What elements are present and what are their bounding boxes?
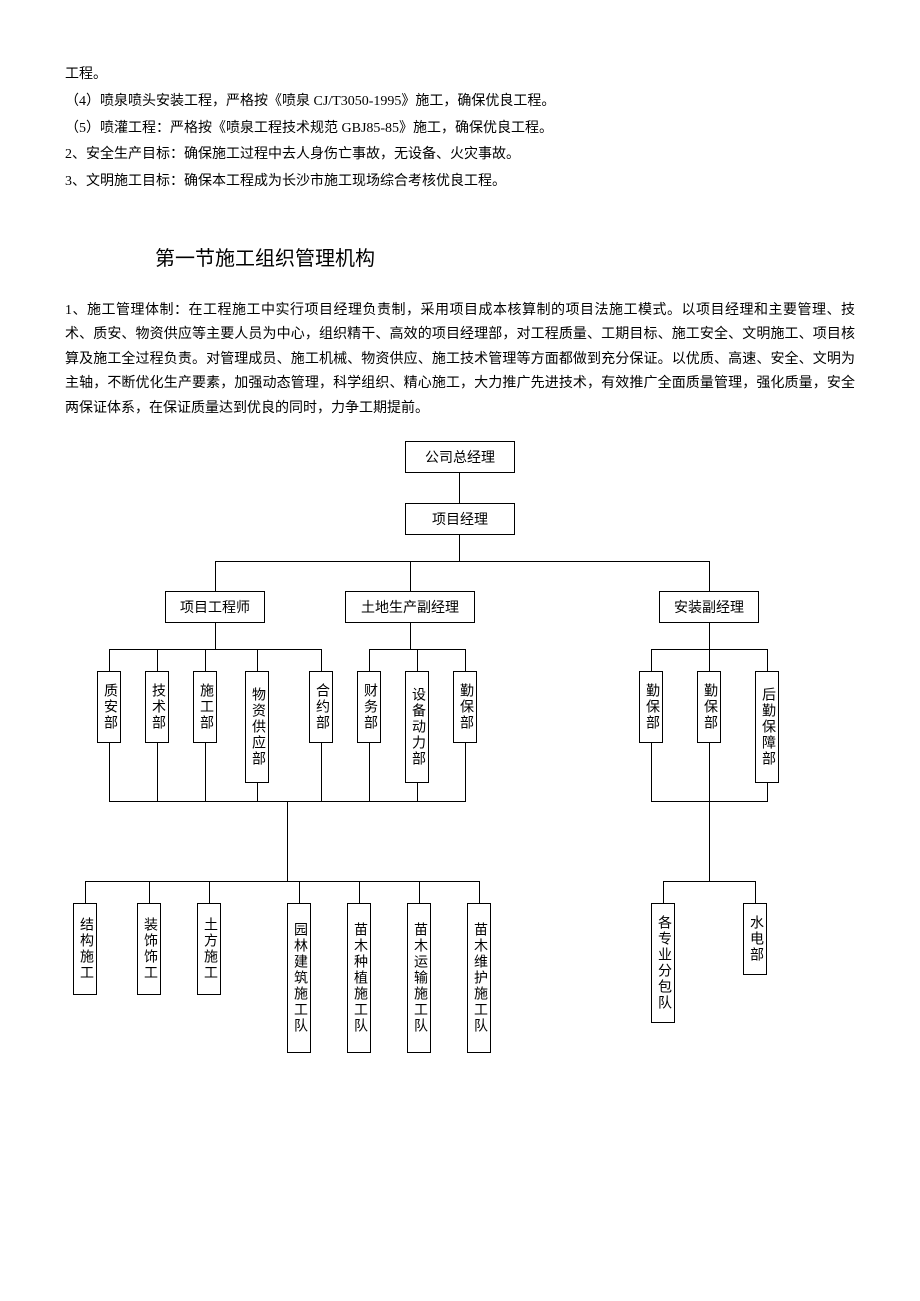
dept-box: 合约部 bbox=[309, 671, 333, 743]
team-box: 土方施工 bbox=[197, 903, 221, 995]
node-engineer: 项目工程师 bbox=[165, 591, 265, 623]
intro-line: 工程。 bbox=[65, 63, 855, 87]
node-deputy-install: 安装副经理 bbox=[659, 591, 759, 623]
node-deputy-land: 土地生产副经理 bbox=[345, 591, 475, 623]
intro-text: 工程。 （4）喷泉喷头安装工程，严格按《喷泉 CJ/T3050-1995》施工，… bbox=[65, 63, 855, 194]
dept-box: 物资供应部 bbox=[245, 671, 269, 783]
node-ceo: 公司总经理 bbox=[405, 441, 515, 473]
team-box: 水电部 bbox=[743, 903, 767, 975]
team-box: 园林建筑施工队 bbox=[287, 903, 311, 1053]
dept-box: 财务部 bbox=[357, 671, 381, 743]
node-pm: 项目经理 bbox=[405, 503, 515, 535]
intro-line: 2、安全生产目标：确保施工过程中去人身伤亡事故，无设备、火灾事故。 bbox=[65, 143, 855, 167]
intro-line: 3、文明施工目标：确保本工程成为长沙市施工现场综合考核优良工程。 bbox=[65, 170, 855, 194]
dept-box: 技术部 bbox=[145, 671, 169, 743]
dept-box: 质安部 bbox=[97, 671, 121, 743]
org-chart: 公司总经理 项目经理 项目工程师 土地生产副经理 安装副经理 质安部 技术部 施… bbox=[65, 441, 855, 1221]
dept-box: 勤保部 bbox=[453, 671, 477, 743]
intro-line: （4）喷泉喷头安装工程，严格按《喷泉 CJ/T3050-1995》施工，确保优良… bbox=[65, 90, 855, 114]
team-box: 装饰饰工 bbox=[137, 903, 161, 995]
dept-box: 设备动力部 bbox=[405, 671, 429, 783]
paragraph: 1、施工管理体制：在工程施工中实行项目经理负责制，采用项目成本核算制的项目法施工… bbox=[65, 299, 855, 422]
section-title: 第一节施工组织管理机构 bbox=[155, 242, 855, 271]
dept-box: 施工部 bbox=[193, 671, 217, 743]
dept-box: 勤保部 bbox=[639, 671, 663, 743]
team-box: 苗木种植施工队 bbox=[347, 903, 371, 1053]
intro-line: （5）喷灌工程：严格按《喷泉工程技术规范 GBJ85-85》施工，确保优良工程。 bbox=[65, 117, 855, 141]
team-box: 各专业分包队 bbox=[651, 903, 675, 1023]
dept-box: 后勤保障部 bbox=[755, 671, 779, 783]
team-box: 苗木维护施工队 bbox=[467, 903, 491, 1053]
team-box: 结构施工 bbox=[73, 903, 97, 995]
team-box: 苗木运输施工队 bbox=[407, 903, 431, 1053]
dept-box: 勤保部 bbox=[697, 671, 721, 743]
